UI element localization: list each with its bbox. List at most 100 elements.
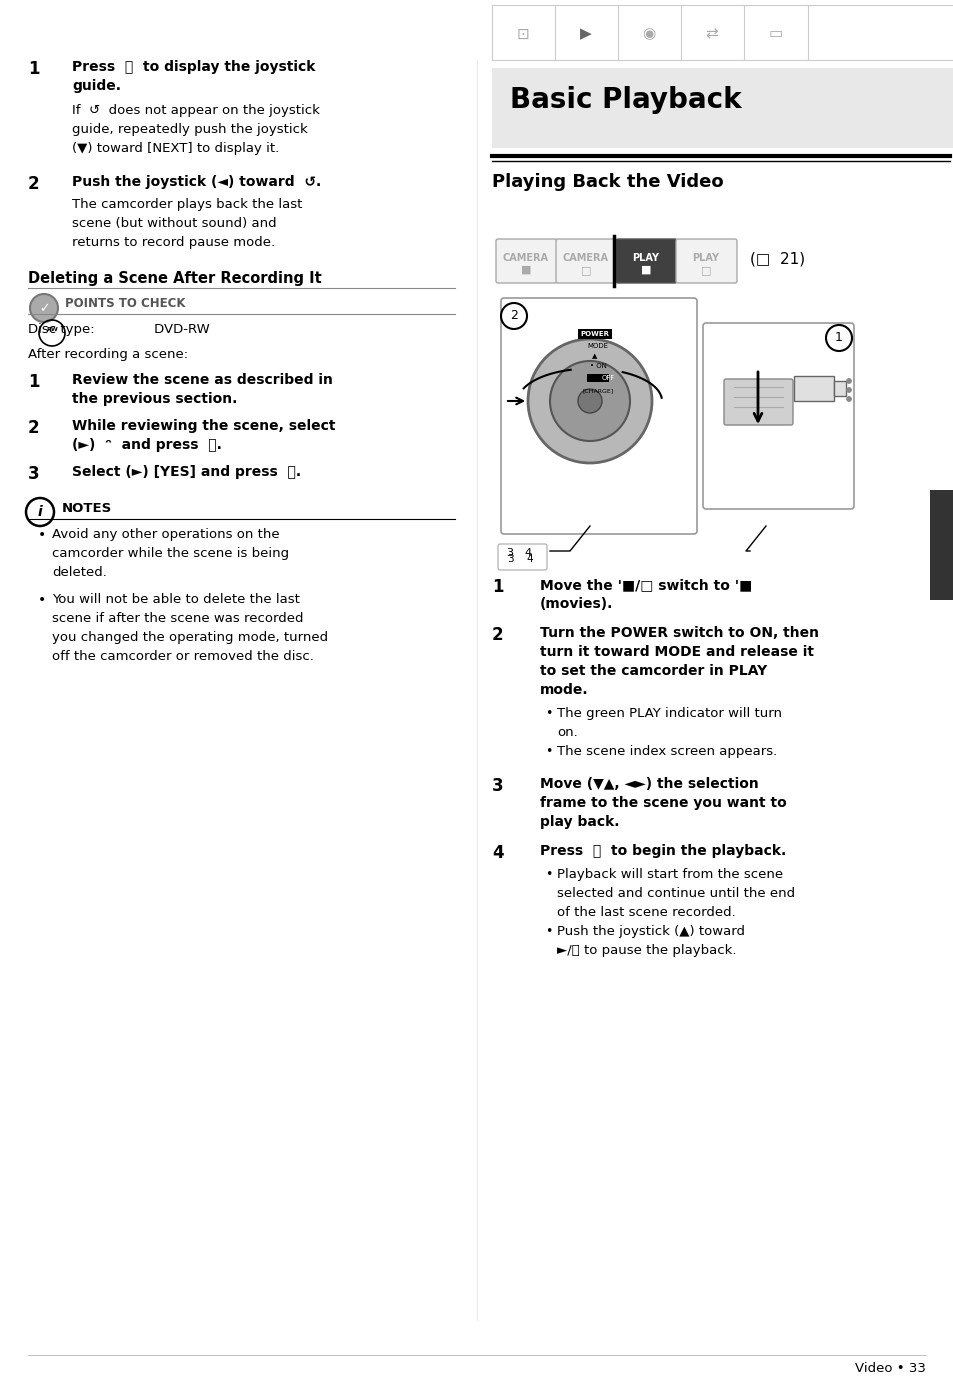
Circle shape [578,389,601,412]
Text: 2: 2 [28,175,40,193]
Text: 1: 1 [28,61,39,79]
Text: scene if after the scene was recorded: scene if after the scene was recorded [52,612,303,625]
Text: 3: 3 [506,547,513,558]
Text: ▶: ▶ [579,26,591,41]
Text: □: □ [580,265,591,274]
Text: Playing Back the Video: Playing Back the Video [492,172,723,192]
Circle shape [845,378,851,383]
Text: •: • [544,707,552,720]
Text: □: □ [700,265,711,274]
Text: •: • [38,528,46,542]
Text: (□  21): (□ 21) [749,251,804,266]
Text: POWER: POWER [579,331,609,336]
Text: Playback will start from the scene: Playback will start from the scene [557,867,782,881]
FancyBboxPatch shape [556,239,617,283]
Text: Turn the POWER switch to ON, then: Turn the POWER switch to ON, then [539,626,818,640]
FancyBboxPatch shape [500,298,697,534]
Text: Press  Ⓢ  to begin the playback.: Press Ⓢ to begin the playback. [539,844,785,858]
Text: Deleting a Scene After Recording It: Deleting a Scene After Recording It [28,272,321,285]
Text: Disc type:              DVD-RW: Disc type: DVD-RW [28,323,210,336]
Text: Move the '■/□ switch to '■: Move the '■/□ switch to '■ [539,578,752,592]
Text: 3: 3 [28,465,40,483]
Text: ⊡: ⊡ [517,26,529,41]
FancyBboxPatch shape [496,239,557,283]
Text: 3: 3 [492,776,503,796]
Text: • OFF: • OFF [588,375,607,381]
Text: ►/⏸ to pause the playback.: ►/⏸ to pause the playback. [557,945,736,957]
Circle shape [550,361,629,441]
Text: CAMERA: CAMERA [562,252,608,263]
Text: off the camcorder or removed the disc.: off the camcorder or removed the disc. [52,650,314,663]
Text: CAMERA: CAMERA [502,252,548,263]
Text: Move (▼▲, ◄►) the selection: Move (▼▲, ◄►) the selection [539,776,758,792]
Text: ■: ■ [520,265,531,274]
Text: 2: 2 [492,626,503,644]
Text: ▲: ▲ [592,353,598,359]
Text: selected and continue until the end: selected and continue until the end [557,887,794,900]
Text: Select (►) [YES] and press  Ⓢ.: Select (►) [YES] and press Ⓢ. [71,465,301,479]
Text: guide, repeatedly push the joystick: guide, repeatedly push the joystick [71,123,308,137]
Text: ⇄: ⇄ [705,26,718,41]
Text: ■: ■ [640,265,651,274]
Text: (movies).: (movies). [539,597,613,611]
Text: 1: 1 [834,331,842,343]
Text: While reviewing the scene, select: While reviewing the scene, select [71,419,335,433]
Text: scene (but without sound) and: scene (but without sound) and [71,217,276,230]
Text: Basic Playback: Basic Playback [510,85,740,114]
Text: ✓: ✓ [39,302,50,314]
Text: The scene index screen appears.: The scene index screen appears. [557,745,777,758]
Text: deleted.: deleted. [52,565,107,579]
Text: Push the joystick (▲) toward: Push the joystick (▲) toward [557,925,744,938]
Text: turn it toward MODE and release it: turn it toward MODE and release it [539,645,813,659]
Text: guide.: guide. [71,79,121,92]
Text: play back.: play back. [539,815,618,829]
Text: frame to the scene you want to: frame to the scene you want to [539,796,786,809]
Text: (►)  ᵔ  and press  Ⓢ.: (►) ᵔ and press Ⓢ. [71,439,222,452]
Circle shape [500,303,526,330]
Text: Push the joystick (◄) toward  ↺.: Push the joystick (◄) toward ↺. [71,175,321,189]
Text: •: • [544,745,552,758]
Text: POINTS TO CHECK: POINTS TO CHECK [65,296,185,310]
Text: •: • [544,867,552,881]
Text: of the last scene recorded.: of the last scene recorded. [557,906,735,918]
Text: Review the scene as described in: Review the scene as described in [71,372,333,387]
Text: MODE: MODE [587,343,608,349]
Circle shape [527,339,651,463]
Text: you changed the operating mode, turned: you changed the operating mode, turned [52,632,328,644]
Text: Avoid any other operations on the: Avoid any other operations on the [52,528,279,541]
FancyBboxPatch shape [702,323,853,509]
Circle shape [845,387,851,393]
Bar [793,376,833,401]
Text: 1: 1 [28,372,39,392]
Text: 4: 4 [524,547,531,558]
Text: to set the camcorder in PLAY: to set the camcorder in PLAY [539,665,766,678]
Text: PLAY: PLAY [692,252,719,263]
Text: •: • [544,925,552,938]
FancyBboxPatch shape [723,379,792,425]
FancyBboxPatch shape [616,239,677,283]
Text: ◉: ◉ [641,26,655,41]
Text: mode.: mode. [539,683,588,696]
Text: ▭: ▭ [768,26,782,41]
Text: returns to record pause mode.: returns to record pause mode. [71,236,274,250]
Circle shape [845,397,851,401]
Text: RW: RW [46,327,58,332]
Bar [929,490,953,600]
Text: After recording a scene:: After recording a scene: [28,348,188,361]
Text: The camcorder plays back the last: The camcorder plays back the last [71,199,302,211]
Text: the previous section.: the previous section. [71,392,237,405]
FancyBboxPatch shape [497,543,546,570]
Circle shape [30,294,58,323]
Text: camcorder while the scene is being: camcorder while the scene is being [52,547,289,560]
Text: • ON: • ON [589,363,606,370]
Text: Press  Ⓢ  to display the joystick: Press Ⓢ to display the joystick [71,61,315,74]
Text: 3: 3 [506,554,513,564]
Text: on.: on. [557,725,578,739]
Circle shape [825,325,851,352]
Text: If  ↺  does not appear on the joystick: If ↺ does not appear on the joystick [71,103,319,117]
Text: 2: 2 [510,309,517,323]
Text: 4: 4 [492,844,503,862]
Text: PLAY: PLAY [632,252,659,263]
Text: NOTES: NOTES [62,502,112,514]
Text: Video • 33: Video • 33 [854,1362,925,1375]
